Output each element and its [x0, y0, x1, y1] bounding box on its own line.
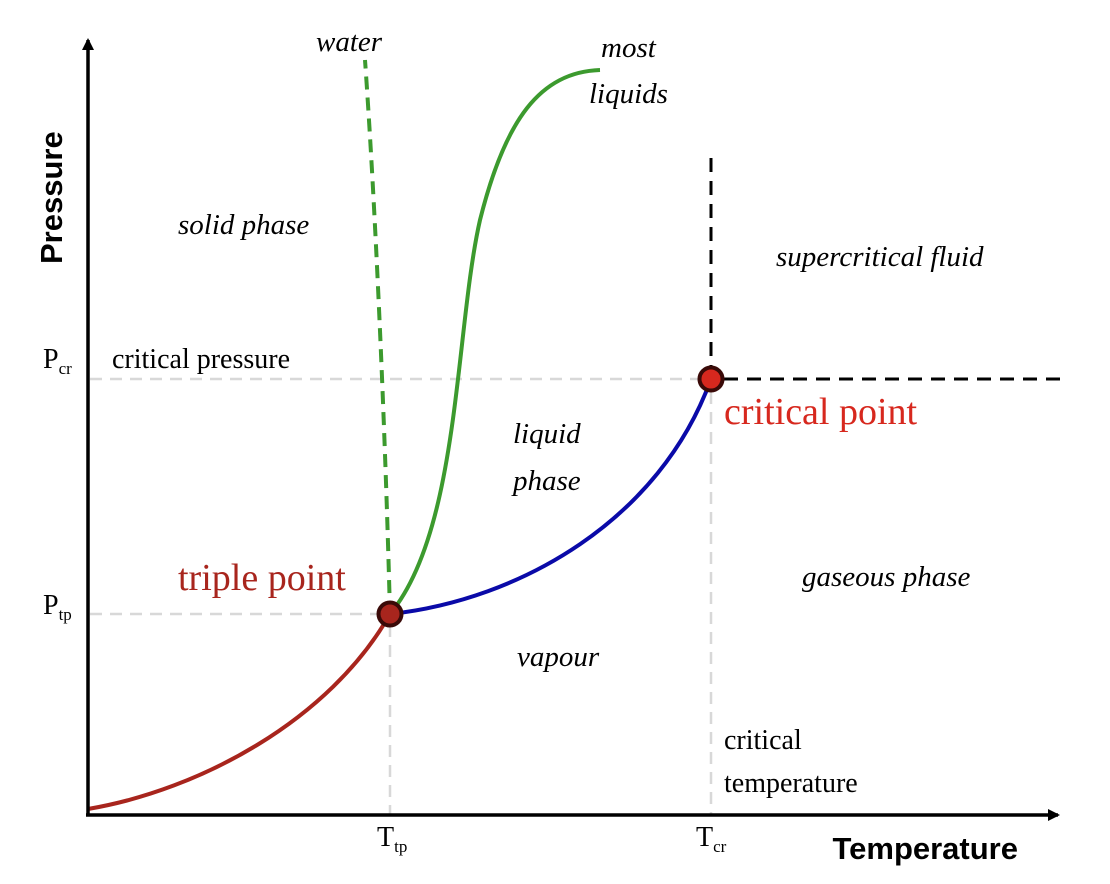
p-cr-subscript: cr — [59, 359, 73, 378]
gaseous-phase-label: gaseous phase — [802, 561, 970, 593]
critical-point-marker — [697, 365, 725, 393]
p-tp-tick-label: Ptp — [43, 590, 72, 624]
p-cr-tick-label: Pcr — [43, 344, 72, 378]
supercritical-fluid-label: supercritical fluid — [776, 241, 984, 273]
triple-point-marker — [376, 600, 404, 628]
liquid-phase-label-line1: liquid — [513, 418, 581, 450]
critical-temperature-label-line1: critical — [724, 725, 802, 756]
t-cr-subscript: cr — [713, 837, 727, 856]
x-axis-label: Temperature — [833, 831, 1019, 866]
vaporization-curve — [389, 378, 713, 616]
t-cr-tick-label: Tcr — [696, 822, 727, 856]
liquid-phase-label-line2: phase — [511, 465, 581, 497]
y-axis-label: Pressure — [34, 131, 69, 264]
solid-phase-label: solid phase — [178, 209, 309, 241]
melting-curve-most-liquids — [388, 68, 601, 616]
critical-pressure-label: critical pressure — [112, 344, 290, 375]
sublimation-curve — [87, 613, 392, 811]
most-liquids-label-line2: liquids — [589, 78, 668, 110]
critical-point-label: critical point — [724, 391, 918, 433]
melting-curve-water — [363, 59, 392, 615]
critical-temperature-label-line2: temperature — [724, 768, 858, 799]
t-tp-tick-label: Ttp — [377, 822, 407, 856]
triple-point-label: triple point — [178, 557, 346, 599]
p-tp-subscript: tp — [59, 605, 72, 624]
vapour-label: vapour — [517, 641, 600, 673]
water-curve-label: water — [316, 26, 383, 58]
most-liquids-label-line1: most — [601, 32, 657, 64]
t-tp-subscript: tp — [394, 837, 407, 856]
